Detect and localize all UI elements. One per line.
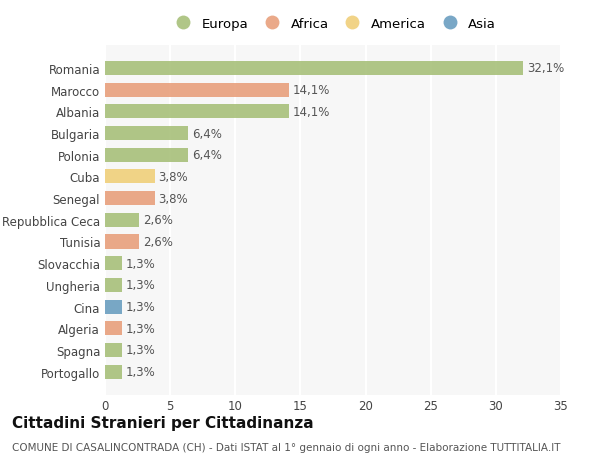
Text: 2,6%: 2,6%: [143, 235, 173, 248]
Bar: [105, 300, 122, 314]
Bar: [105, 213, 139, 227]
Bar: [105, 257, 122, 271]
Bar: [105, 235, 139, 249]
Bar: [105, 321, 122, 336]
Legend: Europa, Africa, America, Asia: Europa, Africa, America, Asia: [164, 12, 502, 36]
Bar: [105, 62, 523, 76]
Text: 1,3%: 1,3%: [126, 257, 155, 270]
Text: COMUNE DI CASALINCONTRADA (CH) - Dati ISTAT al 1° gennaio di ogni anno - Elabora: COMUNE DI CASALINCONTRADA (CH) - Dati IS…: [12, 442, 560, 452]
Bar: [105, 365, 122, 379]
Text: 1,3%: 1,3%: [126, 365, 155, 378]
Text: 6,4%: 6,4%: [192, 149, 222, 162]
Text: 6,4%: 6,4%: [192, 127, 222, 140]
Text: 1,3%: 1,3%: [126, 344, 155, 357]
Text: 1,3%: 1,3%: [126, 322, 155, 335]
Bar: [105, 170, 155, 184]
Text: 2,6%: 2,6%: [143, 214, 173, 227]
Bar: [105, 278, 122, 292]
Text: 1,3%: 1,3%: [126, 279, 155, 292]
Bar: [105, 84, 289, 97]
Text: 32,1%: 32,1%: [527, 62, 565, 75]
Text: Cittadini Stranieri per Cittadinanza: Cittadini Stranieri per Cittadinanza: [12, 415, 314, 431]
Text: 14,1%: 14,1%: [293, 106, 330, 118]
Bar: [105, 343, 122, 357]
Text: 3,8%: 3,8%: [158, 171, 188, 184]
Text: 3,8%: 3,8%: [158, 192, 188, 205]
Bar: [105, 148, 188, 162]
Text: 1,3%: 1,3%: [126, 301, 155, 313]
Text: 14,1%: 14,1%: [293, 84, 330, 97]
Bar: [105, 127, 188, 141]
Bar: [105, 105, 289, 119]
Bar: [105, 192, 155, 206]
